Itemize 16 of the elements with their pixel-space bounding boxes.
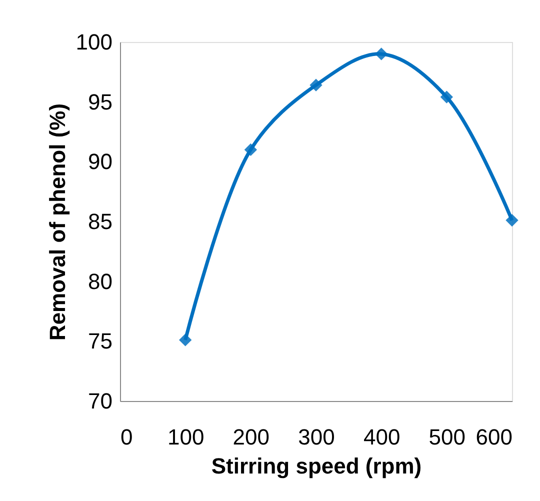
y-tick-label: 95	[88, 89, 112, 114]
x-tick-label: 600	[476, 424, 512, 450]
x-tick-label: 400	[363, 424, 400, 450]
y-axis-title: Removal of phenol (%)	[44, 103, 70, 341]
x-tick-label: 200	[232, 424, 270, 450]
y-tick-label: 80	[88, 268, 112, 294]
x-tick-label: 100	[167, 424, 204, 450]
y-tick-label: 90	[88, 149, 112, 174]
x-tick-label: 300	[298, 424, 335, 450]
y-tick-label: 100	[76, 30, 112, 54]
x-axis-title: Stirring speed (rpm)	[211, 454, 422, 478]
x-tick-label: 0	[120, 424, 133, 450]
x-tick-label: 500	[428, 424, 466, 450]
y-tick-label: 85	[88, 209, 112, 234]
y-tick-label: 70	[88, 388, 112, 414]
y-tick-label: 75	[88, 328, 112, 354]
